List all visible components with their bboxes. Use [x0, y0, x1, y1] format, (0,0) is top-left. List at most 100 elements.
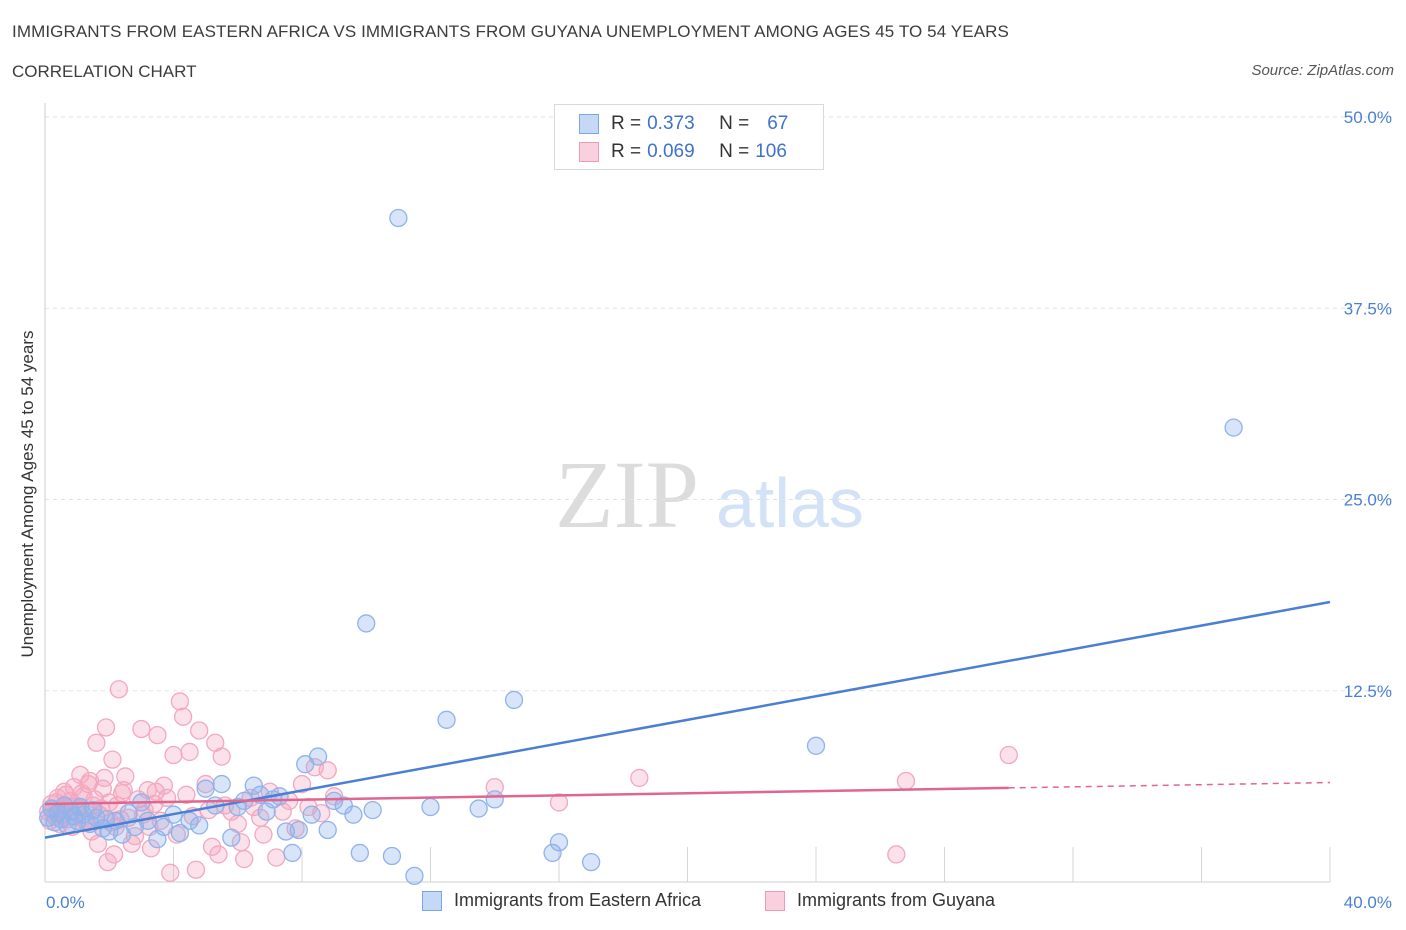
legend-n-value: 67: [767, 113, 789, 134]
legend-n-label: N =: [719, 141, 750, 162]
guyana-trendline-extension: [1008, 781, 1331, 789]
eastern-africa-point: [302, 805, 321, 824]
eastern-africa-point: [289, 820, 308, 840]
guyana-point: [254, 825, 273, 844]
eastern-africa-point: [469, 799, 488, 818]
correlation-legend: R = 0.373 N = 67 R = 0.069 N = 106: [554, 104, 824, 170]
guyana-point: [999, 745, 1018, 765]
guyana-point: [180, 742, 199, 762]
guyana-trendline: [44, 786, 1009, 806]
eastern-africa-point: [1224, 418, 1243, 437]
eastern-africa-point: [549, 833, 569, 852]
eastern-africa-point: [543, 843, 562, 863]
bottom-legend-swatch-eastern-africa: [422, 890, 442, 911]
guyana-point: [190, 721, 209, 740]
eastern-africa-point: [344, 805, 363, 824]
guyana-point: [186, 860, 206, 879]
bottom-legend-label-eastern-africa: Immigrants from Eastern Africa: [454, 890, 702, 910]
bottom-legend-label-guyana: Immigrants from Guyana: [797, 890, 996, 910]
chart-subtitle: CORRELATION CHART: [12, 62, 197, 81]
guyana-point: [104, 845, 124, 864]
legend-r-value: 0.069: [647, 141, 695, 162]
legend-n-value: 106: [755, 141, 787, 162]
eastern-africa-point: [324, 791, 344, 811]
bottom-legend-eastern-africa: Immigrants from Eastern Africa: [422, 890, 701, 911]
guyana-point: [267, 848, 286, 867]
eastern-africa-point: [382, 846, 402, 866]
eastern-africa-trendline: [44, 600, 1331, 839]
eastern-africa-point: [389, 208, 408, 228]
guyana-point: [235, 849, 254, 869]
guyana-point: [116, 767, 135, 786]
guyana-point: [96, 718, 116, 737]
guyana-point: [95, 768, 114, 788]
guyana-point: [209, 845, 228, 864]
eastern-africa-point: [437, 710, 456, 729]
guyana-point: [177, 785, 196, 804]
bottom-legend-guyana: Immigrants from Guyana: [765, 890, 995, 911]
y-axis-title: Unemployment Among Ages 45 to 54 years: [18, 331, 37, 658]
guyana-point: [630, 768, 649, 788]
guyana-point: [79, 774, 98, 794]
eastern-africa-point: [244, 776, 263, 795]
x-tick-label: 0.0%: [46, 893, 85, 912]
guyana-point: [109, 680, 129, 699]
y-tick-label: 50.0%: [1344, 108, 1392, 127]
watermark-zip: ZIP: [555, 441, 699, 548]
eastern-africa-point: [334, 796, 353, 815]
eastern-africa-point: [170, 823, 190, 843]
eastern-africa-point: [283, 843, 302, 863]
eastern-africa-point: [363, 800, 382, 820]
legend-n-label: N =: [719, 113, 750, 134]
guyana-point: [132, 719, 151, 739]
guyana-point: [173, 707, 193, 726]
guyana-point: [549, 793, 569, 812]
legend-r-label: R =: [611, 141, 642, 162]
eastern-africa-point: [421, 797, 440, 817]
eastern-africa-point: [212, 774, 231, 794]
guyana-point: [196, 774, 215, 794]
guyana-point: [292, 774, 312, 794]
legend-r-value: 0.373: [647, 113, 695, 134]
eastern-africa-point: [806, 736, 826, 755]
guyana-point: [273, 802, 292, 821]
source-label: Source: ZipAtlas.com: [1251, 62, 1394, 79]
guyana-point: [161, 863, 180, 882]
eastern-africa-point: [154, 817, 174, 837]
eastern-africa-point: [485, 790, 504, 809]
y-tick-label: 25.0%: [1344, 491, 1392, 510]
eastern-africa-point: [318, 820, 337, 840]
guyana-point: [887, 845, 906, 864]
x-tick-label: 40.0%: [1344, 893, 1392, 912]
legend-swatch-eastern-africa: [579, 114, 599, 134]
chart-title: IMMIGRANTS FROM EASTERN AFRICA VS IMMIGR…: [12, 22, 1009, 41]
guyana-point: [170, 692, 190, 711]
legend-row-eastern-africa: R = 0.373 N = 67: [579, 112, 788, 136]
guyana-point: [148, 725, 167, 745]
y-tick-label: 12.5%: [1344, 682, 1392, 701]
eastern-africa-point: [196, 779, 215, 798]
legend-swatch-guyana: [579, 142, 599, 162]
guyana-point: [141, 839, 161, 858]
eastern-africa-point: [222, 828, 241, 847]
guyana-point: [164, 745, 183, 765]
eastern-africa-point: [357, 614, 376, 633]
guyana-point: [896, 771, 916, 791]
eastern-africa-point: [504, 690, 524, 710]
watermark-atlas: atlas: [716, 464, 864, 542]
guyana-point: [103, 750, 122, 769]
guyana-point: [212, 747, 231, 766]
guyana-point: [318, 761, 337, 780]
eastern-africa-point: [350, 843, 369, 863]
bottom-legend-swatch-guyana: [765, 890, 785, 911]
eastern-africa-point: [190, 816, 209, 835]
y-tick-label: 37.5%: [1344, 299, 1392, 318]
guyana-point: [87, 733, 106, 752]
eastern-africa-point: [308, 747, 328, 766]
eastern-africa-point: [405, 866, 424, 886]
legend-row-guyana: R = 0.069 N = 106: [579, 140, 787, 164]
guyana-point: [146, 782, 165, 801]
guyana-point: [114, 781, 133, 800]
eastern-africa-point: [581, 852, 601, 872]
